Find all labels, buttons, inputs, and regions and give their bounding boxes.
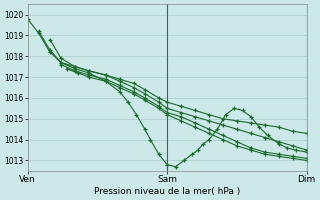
X-axis label: Pression niveau de la mer( hPa ): Pression niveau de la mer( hPa ) xyxy=(94,187,240,196)
